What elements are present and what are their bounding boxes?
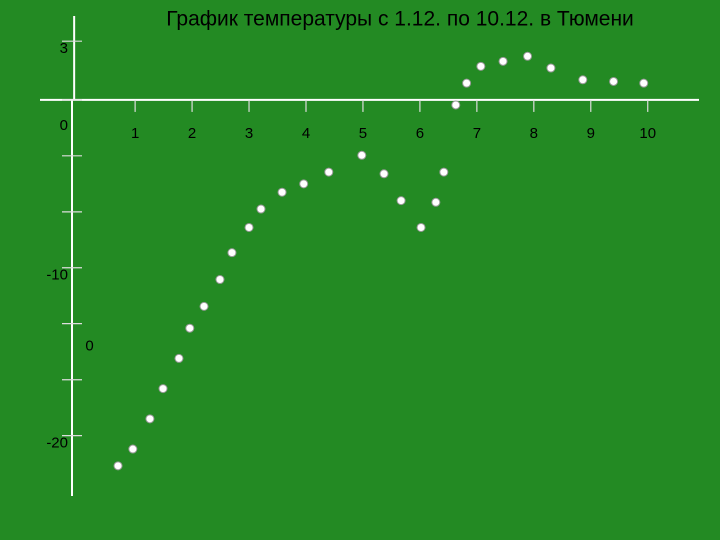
point (578, 75, 588, 85)
point (158, 384, 168, 394)
point (145, 414, 155, 424)
point (277, 187, 287, 197)
point (439, 167, 449, 177)
point (609, 76, 619, 86)
point (215, 275, 225, 285)
x-tick-label: 3 (245, 125, 253, 142)
x-tick-label: 5 (359, 125, 367, 142)
point (174, 353, 184, 363)
point (639, 78, 649, 88)
point (431, 197, 441, 207)
x-tick-label: 1 (131, 125, 139, 142)
y-tick-label: 0 (60, 117, 68, 134)
point (498, 56, 508, 66)
x-tick-label: 2 (188, 125, 196, 142)
x-tick-label: 7 (473, 125, 481, 142)
point (416, 222, 426, 232)
y-tick-label: -10 (46, 267, 68, 284)
point (185, 323, 195, 333)
y-tick-label: -20 (46, 435, 68, 452)
point (476, 61, 486, 71)
point (396, 196, 406, 206)
point (128, 444, 138, 454)
point (199, 301, 209, 311)
point (324, 167, 334, 177)
chart-title: График температуры с 1.12. по 10.12. в Т… (166, 8, 634, 31)
point (227, 248, 237, 258)
point (256, 204, 266, 214)
point (379, 169, 389, 179)
point (244, 222, 254, 232)
point (357, 150, 367, 160)
x-tick-label: 6 (416, 125, 424, 142)
x-tick-label: 10 (639, 125, 656, 142)
annotation: 0 (85, 338, 93, 355)
point (462, 78, 472, 88)
point (451, 100, 461, 110)
x-tick-label: 8 (530, 125, 538, 142)
point (299, 179, 309, 189)
point (523, 51, 533, 61)
x-tick-label: 4 (302, 125, 310, 142)
x-tick-label: 9 (587, 125, 595, 142)
y-tick-label: 3 (60, 40, 68, 57)
point (546, 63, 556, 73)
point (113, 461, 123, 471)
